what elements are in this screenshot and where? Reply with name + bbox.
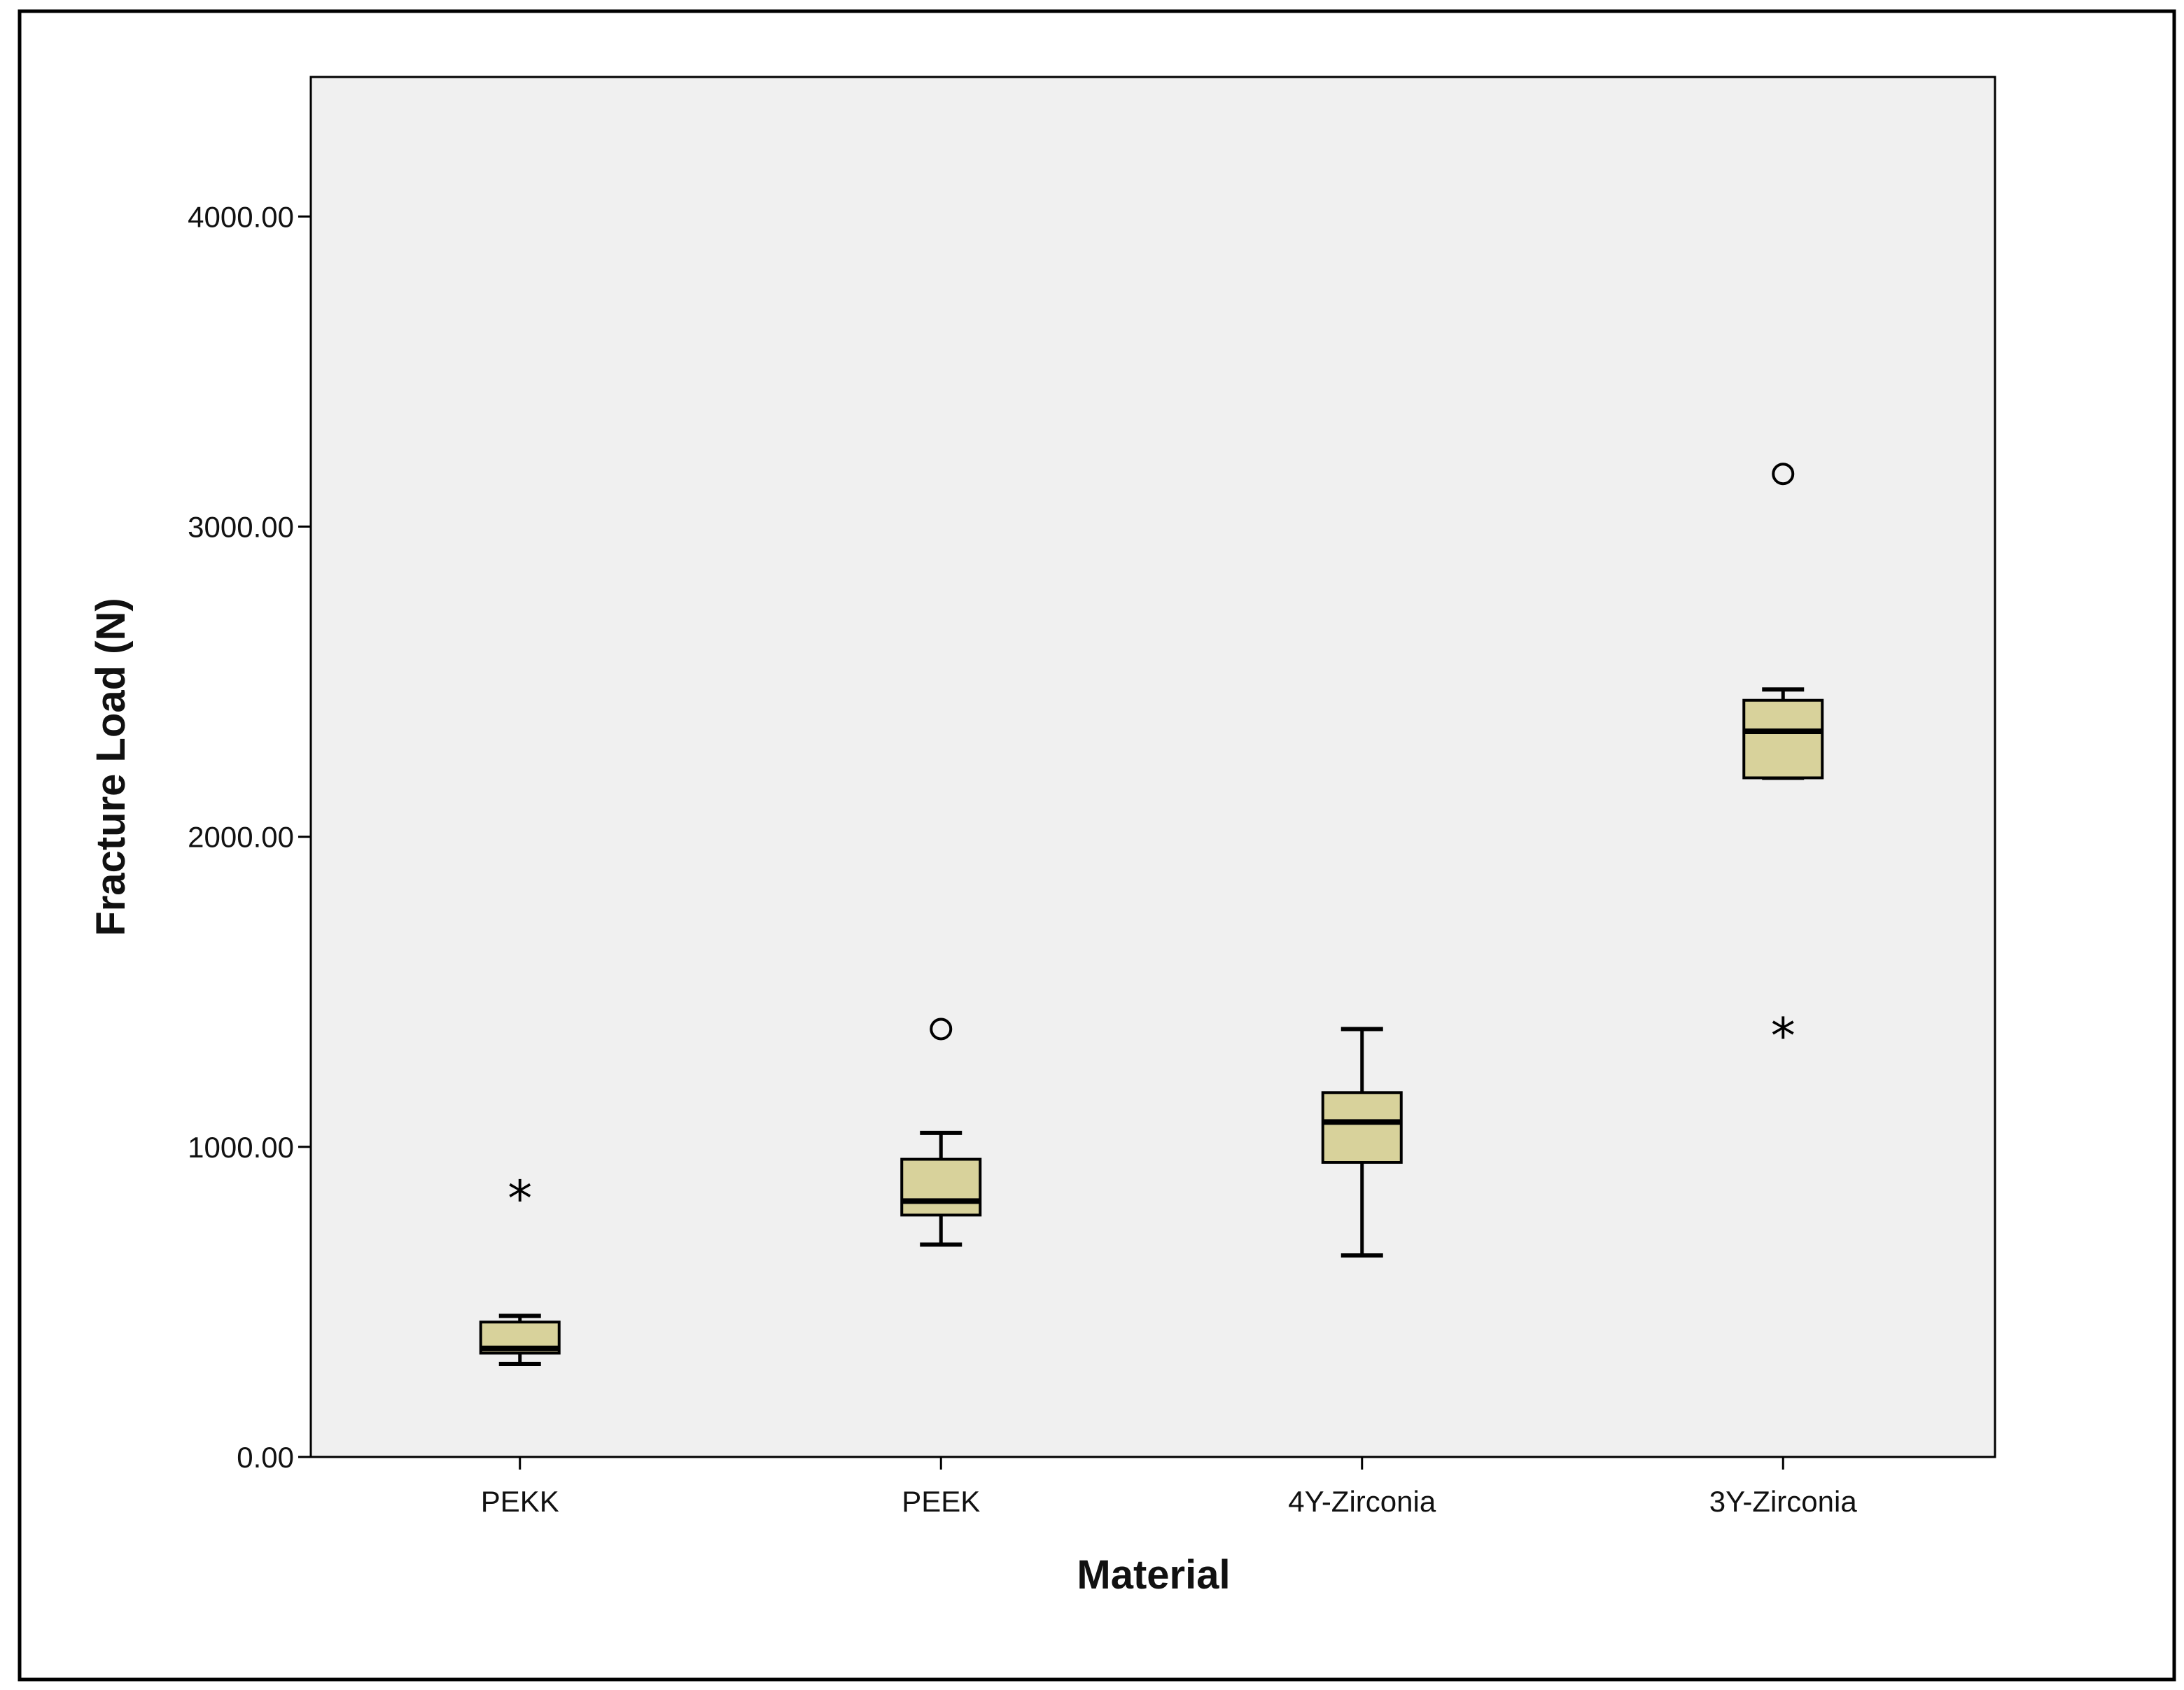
x-tick-label: 3Y-Zirconia	[1709, 1485, 1858, 1518]
outlier-circle	[1772, 463, 1795, 486]
x-tick-label: 4Y-Zirconia	[1288, 1485, 1436, 1518]
outlier-circle	[930, 1017, 953, 1041]
iqr-box	[1742, 698, 1824, 780]
boxes: **	[479, 463, 1824, 1367]
y-tick-label: 1000.00	[188, 1131, 294, 1164]
box-4y-zirconia	[1321, 1027, 1403, 1258]
y-axis: 0.00 1000.00 2000.00 3000.00 4000.00	[188, 200, 311, 1474]
extreme-star: *	[1771, 1007, 1795, 1064]
iqr-box	[900, 1157, 982, 1217]
y-axis-label: Fracture Load (N)	[88, 598, 134, 936]
y-tick-label: 0.00	[237, 1441, 294, 1474]
x-axis-label: Material	[1077, 1552, 1230, 1598]
y-tick-label: 4000.00	[188, 200, 294, 233]
iqr-box	[1321, 1091, 1403, 1164]
box-3y-zirconia: *	[1742, 463, 1824, 1064]
y-tick-label: 2000.00	[188, 821, 294, 854]
plot-area	[309, 76, 1996, 1458]
box-peek	[900, 1017, 982, 1247]
x-tick-label: PEKK	[481, 1485, 559, 1518]
box-pekk: *	[479, 1170, 561, 1367]
extreme-star: *	[507, 1170, 532, 1227]
x-axis: PEKK PEEK 4Y-Zirconia 3Y-Zirconia	[481, 1457, 1858, 1518]
x-tick-label: PEEK	[902, 1485, 980, 1518]
y-tick-label: 3000.00	[188, 511, 294, 544]
